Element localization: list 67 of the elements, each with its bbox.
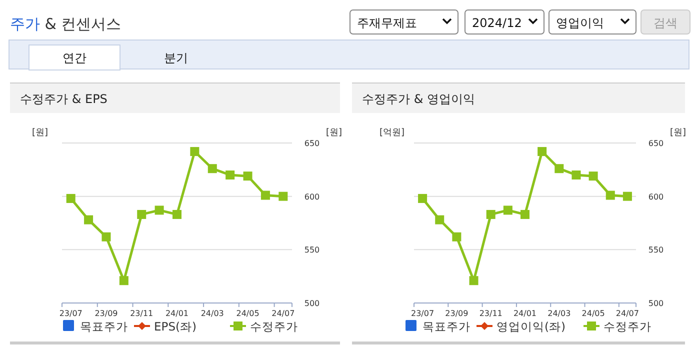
y2-tick-label: 550	[648, 246, 664, 255]
tab: 연간	[28, 44, 120, 70]
point	[190, 147, 200, 156]
chart-title: 수정주가 & EPS	[20, 92, 108, 106]
x-tick-label: 23/09	[94, 309, 118, 318]
point	[119, 276, 128, 286]
point	[84, 215, 94, 224]
point	[172, 210, 182, 219]
x-tick-label: 24/01	[165, 309, 189, 318]
point	[66, 194, 76, 203]
point	[278, 192, 288, 201]
dropdown-field: 2024/12	[464, 10, 544, 34]
point	[102, 232, 111, 242]
x-tick-label: 24/05	[236, 309, 260, 318]
y2-axis-title: [원]	[670, 128, 686, 138]
point	[243, 172, 252, 181]
point	[418, 194, 428, 203]
legend-label: 수정주가	[250, 320, 298, 334]
dropdown-field: 영업이익	[548, 10, 636, 34]
text: 주가 & 컨센서스	[10, 15, 122, 33]
search-button: 검색	[640, 10, 690, 34]
point	[503, 206, 512, 215]
x-tick-label: 23/11	[479, 309, 502, 318]
point	[606, 190, 615, 200]
point	[622, 192, 632, 201]
x-tick-label: 24/07	[616, 309, 639, 318]
point	[572, 170, 581, 180]
legend-label: 목표주가	[422, 320, 470, 334]
legend-label: 목표주가	[80, 320, 128, 334]
point	[469, 276, 478, 286]
y-axis-title: [원]	[32, 128, 48, 138]
text: 분기	[164, 51, 188, 65]
point	[226, 170, 235, 180]
y2-tick-label: 650	[648, 139, 664, 148]
y2-tick-label: 600	[648, 192, 664, 202]
point	[435, 215, 444, 224]
y2-axis-title: [원]	[326, 128, 342, 138]
legend-label: EPS(좌)	[154, 320, 196, 334]
x-tick-label: 24/07	[272, 309, 295, 318]
point	[208, 164, 217, 174]
x-tick-label: 24/03	[200, 309, 224, 318]
x-tick-label: 24/05	[582, 309, 605, 318]
point	[137, 210, 146, 219]
y2-tick-label: 500	[304, 299, 320, 308]
x-tick-label: 23/09	[445, 309, 468, 318]
legend-label: 영업이익(좌)	[496, 320, 566, 334]
y-axis-title: [억원]	[379, 128, 405, 138]
point	[452, 232, 462, 242]
legend-label: 수정주가	[604, 320, 652, 334]
x-tick-label: 24/01	[513, 309, 537, 318]
y2-tick-label: 550	[304, 246, 320, 255]
point	[554, 164, 564, 174]
y2-tick-label: 650	[304, 139, 320, 148]
chart-title: 수정주가 & 영업이익	[362, 92, 475, 106]
point	[154, 206, 164, 215]
x-tick-label: 23/07	[59, 309, 82, 318]
y2-tick-label: 600	[304, 192, 320, 202]
x-tick-label: 23/07	[411, 309, 434, 318]
point	[538, 147, 547, 156]
point	[588, 172, 598, 181]
x-tick-label: 23/11	[130, 309, 154, 318]
point	[260, 190, 270, 200]
point	[520, 210, 530, 219]
point	[486, 210, 496, 219]
dropdown-field: 주재무제표	[350, 10, 458, 34]
y2-tick-label: 500	[648, 299, 664, 308]
x-tick-label: 24/03	[548, 309, 571, 318]
